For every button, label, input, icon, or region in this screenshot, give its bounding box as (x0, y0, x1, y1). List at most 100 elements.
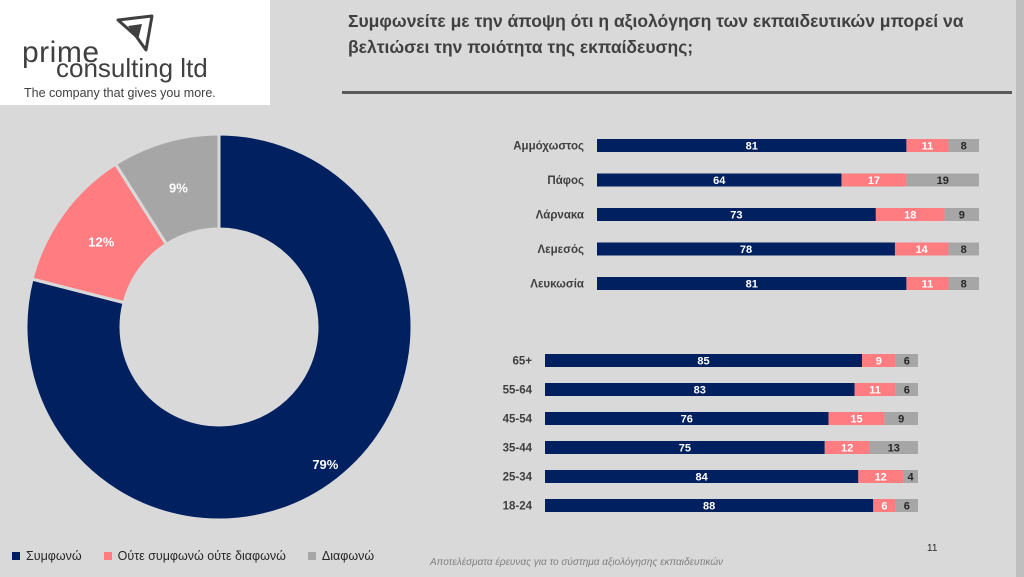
title-divider (342, 91, 1012, 94)
bar-value-label: 11 (869, 385, 881, 397)
bar-segment (884, 412, 918, 425)
category-label: 25-34 (503, 472, 533, 484)
bar-value-label: 85 (697, 356, 709, 368)
bar-value-label: 8 (961, 279, 967, 291)
donut-label-3: 9% (169, 180, 188, 195)
legend-item-disagree: Διαφωνώ (307, 549, 375, 563)
bar-segment (948, 242, 979, 256)
donut-slice-3 (113, 132, 221, 247)
bar-value-label: 12 (875, 472, 887, 484)
footnote: Αποτελέσματα έρευνας για το σύστημα αξιο… (430, 557, 724, 568)
bar-segment (873, 499, 896, 512)
logo-tagline: The company that gives you more. (24, 86, 216, 100)
legend-label-neutral: Ούτε συμφωνώ ούτε διαφωνώ (117, 549, 286, 563)
bar-value-label: 14 (916, 244, 929, 256)
bar-value-label: 12 (841, 443, 853, 455)
page-title: Συμφωνείτε με την άποψη ότι η αξιολόγηση… (348, 11, 964, 57)
bar-value-label: 8 (961, 141, 967, 153)
bar-segment (545, 470, 859, 483)
bar-value-label: 4 (907, 472, 914, 484)
legend-swatch-disagree (307, 552, 316, 560)
bar-segment (948, 277, 979, 290)
logo: prime consulting ltd The company that gi… (0, 0, 270, 105)
legend-label-agree: Συμφωνώ (26, 549, 82, 563)
logo-text-prime: prime (22, 36, 100, 69)
region-bar-chart: Αμμόχωστος 81 11 8 Πάφος 64 17 19 Λάρνακα 73 18 9 Λε… (513, 139, 979, 291)
category-label: Λεμεσός (538, 244, 585, 256)
category-label: 55-64 (503, 385, 533, 397)
bar-segment (597, 173, 842, 187)
bar-segment (895, 354, 918, 367)
logo-mark-icon (116, 14, 154, 52)
donut-label-1: 79% (312, 457, 338, 472)
chart-legend: Συμφωνώ Ούτε συμφωνώ ούτε διαφωνώ Διαφων… (12, 549, 396, 563)
category-label: 65+ (512, 356, 532, 368)
bar-segment (597, 208, 876, 221)
bar-value-label: 9 (876, 356, 882, 368)
category-label: Πάφος (547, 175, 584, 187)
bar-value-label: 73 (730, 210, 742, 222)
bar-value-label: 75 (679, 443, 691, 455)
bar-segment (545, 383, 855, 396)
legend-swatch-agree (12, 552, 20, 560)
bar-value-label: 84 (696, 472, 709, 484)
bar-segment (824, 441, 870, 454)
bar-segment (903, 470, 918, 483)
bar-segment (948, 139, 979, 152)
bar-segment (875, 208, 945, 221)
bar-segment (944, 208, 979, 221)
bar-segment (545, 441, 825, 454)
category-label: Αμμόχωστος (513, 141, 584, 153)
bar-value-label: 64 (713, 175, 726, 187)
bar-segment (869, 441, 918, 454)
category-label: 35-44 (503, 443, 533, 455)
legend-item-neutral: Ούτε συμφωνώ ούτε διαφωνώ (103, 549, 286, 563)
bar-segment (828, 412, 885, 425)
bar-value-label: 17 (868, 175, 880, 187)
logo-text-consulting: consulting ltd (56, 53, 208, 83)
bar-value-label: 11 (922, 141, 934, 153)
bar-value-label: 11 (922, 279, 934, 291)
bar-segment (854, 383, 896, 396)
bar-segment (906, 173, 979, 187)
bar-value-label: 6 (881, 501, 887, 513)
category-label: 18-24 (503, 501, 533, 513)
bar-value-label: 78 (740, 244, 752, 256)
bar-value-label: 6 (904, 385, 910, 397)
bar-segment (545, 412, 829, 425)
category-label: 45-54 (503, 414, 533, 426)
bar-value-label: 8 (961, 244, 967, 256)
age-bar-chart: 65+ 85 9 6 55-64 83 11 6 45-54 76 15 9 35-44 75 12 13 25… (503, 354, 918, 513)
bar-segment (545, 354, 863, 367)
bar-segment (906, 277, 949, 290)
bar-segment (862, 354, 896, 367)
bar-value-label: 6 (904, 356, 910, 368)
bar-value-label: 76 (681, 414, 693, 426)
bar-value-label: 81 (746, 279, 758, 291)
legend-swatch-neutral (103, 552, 112, 560)
bar-value-label: 83 (694, 385, 706, 397)
bar-value-label: 13 (888, 443, 900, 455)
bar-value-label: 15 (850, 414, 862, 426)
donut-chart: 79% 12% 9% (24, 132, 414, 522)
page-edge (1016, 0, 1024, 577)
bar-segment (895, 383, 918, 396)
bar-segment (906, 139, 949, 152)
bar-value-label: 9 (898, 414, 904, 426)
bar-segment (545, 499, 874, 512)
bar-value-label: 81 (746, 141, 758, 153)
donut-slice-1 (24, 132, 414, 522)
bar-segment (895, 499, 918, 512)
bar-segment (841, 173, 907, 187)
legend-item-agree: Συμφωνώ (12, 549, 82, 563)
category-label: Λάρνακα (536, 210, 584, 222)
bar-segment (858, 470, 904, 483)
page-number: 11 (927, 543, 938, 554)
bar-value-label: 19 (937, 175, 949, 187)
bar-value-label: 88 (703, 501, 715, 513)
bar-segment (597, 242, 895, 256)
donut-label-2: 12% (88, 234, 114, 249)
bar-value-label: 9 (959, 210, 965, 222)
legend-label-disagree: Διαφωνώ (321, 549, 375, 563)
